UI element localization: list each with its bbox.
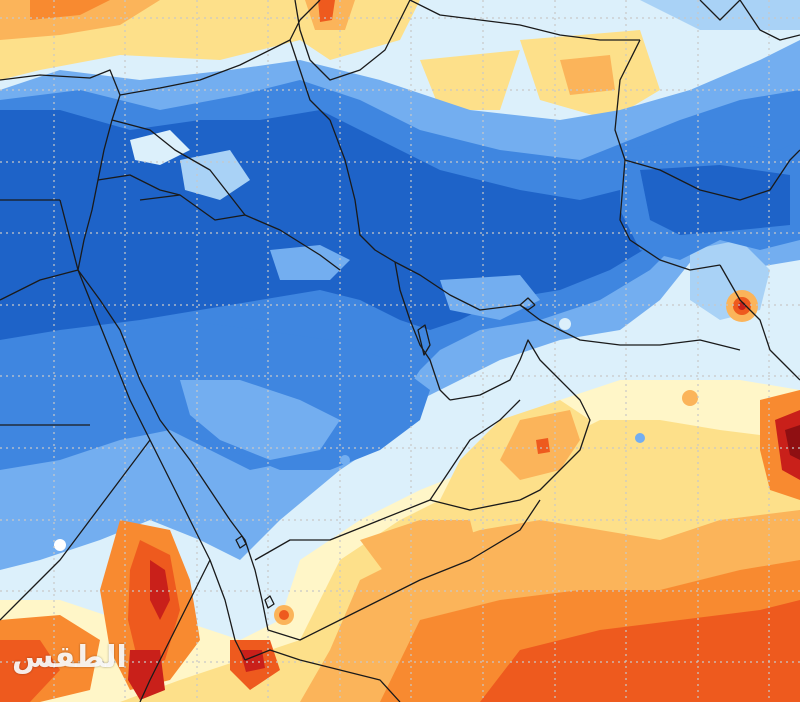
watermark-logo: الطقس — [12, 640, 127, 675]
